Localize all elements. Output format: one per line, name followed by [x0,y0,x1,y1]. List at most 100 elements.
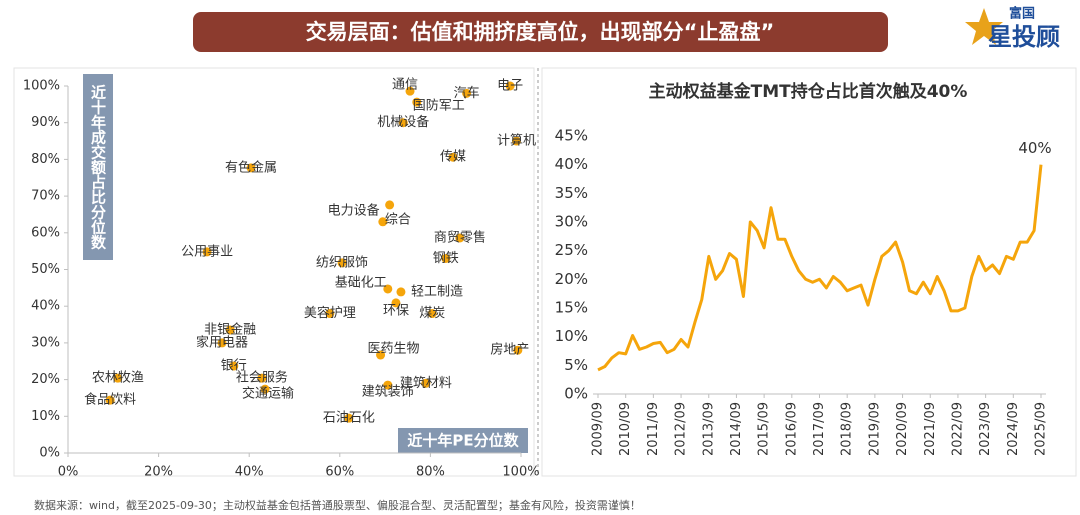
point [505,81,515,91]
x-tick-label: 2025/09 [1034,402,1049,456]
point [441,253,451,263]
point [113,373,123,383]
point-label: 石油石化 [323,411,375,426]
point-label: 综合 [385,212,411,227]
x-tick-label: 2018/09 [840,402,855,456]
point-label: 非银金融 [204,322,256,338]
footnote: 数据来源：wind，截至2025-09-30；主动权益基金包括普通股票型、偏股混… [34,498,641,512]
point [513,345,523,355]
x-tick-label: 2017/09 [812,402,827,456]
point [337,258,347,268]
x-tick-label: 2016/09 [784,402,799,456]
point [421,378,431,388]
point-label: 钢铁 [433,251,459,266]
x-tick-label: 0% [58,465,79,480]
y-tick-label: 10% [31,409,60,424]
point-label: 汽车 [454,85,480,101]
x-tick-label: 2012/09 [674,402,689,456]
point-label: 电力设备 [328,202,380,218]
title-banner [193,12,888,52]
x-tick-label: 100% [502,465,539,480]
point [396,287,406,297]
point [455,233,465,243]
y-tick-label: 70% [31,189,60,204]
logo-top: 富国 [1009,6,1035,22]
point-label: 食品饮料 [84,392,136,408]
y-tick-label: 50% [31,262,60,277]
x-tick-label: 2020/09 [895,402,910,456]
point-label: 房地产 [490,342,529,358]
x-tick-label: 2019/09 [867,402,882,456]
chart-title: 主动权益基金TMT持仓占比首次触及40% [649,81,968,102]
x-tick-label: 40% [235,465,264,480]
point-label: 有色金属 [225,159,277,175]
point [105,395,115,405]
page-title: 交易层面：估值和拥挤度高位，出现部分“止盈盘” [306,20,775,44]
point [462,88,472,98]
y-tick-label: 40% [555,155,588,173]
x-tick-label: 2014/09 [729,402,744,456]
point [405,86,415,96]
point [385,200,395,210]
point-label: 通信 [392,78,418,93]
point-label: 计算机 [497,134,536,149]
point-label: 社会服务 [236,370,288,386]
point [383,284,393,294]
point [229,361,239,371]
point-label: 煤炭 [419,306,445,321]
line [597,164,1043,372]
point-label: 交通运输 [242,386,294,402]
logo-star [965,8,1003,45]
point [202,247,212,257]
point-label: 家用电器 [196,334,248,350]
y-tick-label: 0% [39,446,60,461]
point [260,384,270,394]
value-label: 40% [1018,139,1051,157]
point-label: 国防军工 [413,98,465,114]
point [257,373,267,383]
point [225,325,235,335]
x-tick-label: 2009/09 [591,402,606,456]
x-tick-label: 80% [416,465,445,480]
left-panel [13,67,535,477]
point [344,413,354,423]
y-tick-label: 90% [31,115,60,130]
point-label: 农林牧渔 [92,371,144,386]
point [412,97,422,107]
y-tick-label: 25% [555,241,588,259]
point-label: 传媒 [440,150,466,165]
point [246,163,256,173]
point [448,152,458,162]
y-axis-title: 近十年成交额占比分位数 [89,84,107,251]
point-label: 环保 [383,303,409,318]
point [325,309,335,319]
x-tick-label: 2011/09 [646,402,661,456]
x-tick-label: 2013/09 [701,402,716,456]
x-tick-label: 60% [325,465,354,480]
point-label: 银行 [221,359,247,374]
point [427,309,437,319]
x-axis-title: 近十年PE分位数 [407,432,519,450]
point-label: 轻工制造 [411,284,463,299]
point [398,118,408,128]
x-title-box [398,428,528,453]
y-tick-label: 80% [31,152,60,167]
y-tick-label: 100% [23,79,60,94]
point-label: 商贸零售 [434,229,486,245]
x-tick-label: 20% [144,465,173,480]
point [378,217,388,227]
y-title-box [83,74,113,260]
point-label: 公用事业 [181,244,233,259]
y-tick-label: 35% [555,184,588,202]
y-tick-label: 60% [31,225,60,240]
point-label: 医药生物 [368,342,420,357]
y-tick-label: 45% [555,127,588,145]
y-tick-label: 5% [564,356,588,374]
point-label: 机械设备 [377,114,429,130]
point [376,350,386,360]
y-tick-label: 10% [555,327,588,345]
point [217,338,227,348]
x-tick-label: 2024/09 [1006,402,1021,456]
x-tick-label: 2010/09 [618,402,633,456]
point [511,136,521,146]
